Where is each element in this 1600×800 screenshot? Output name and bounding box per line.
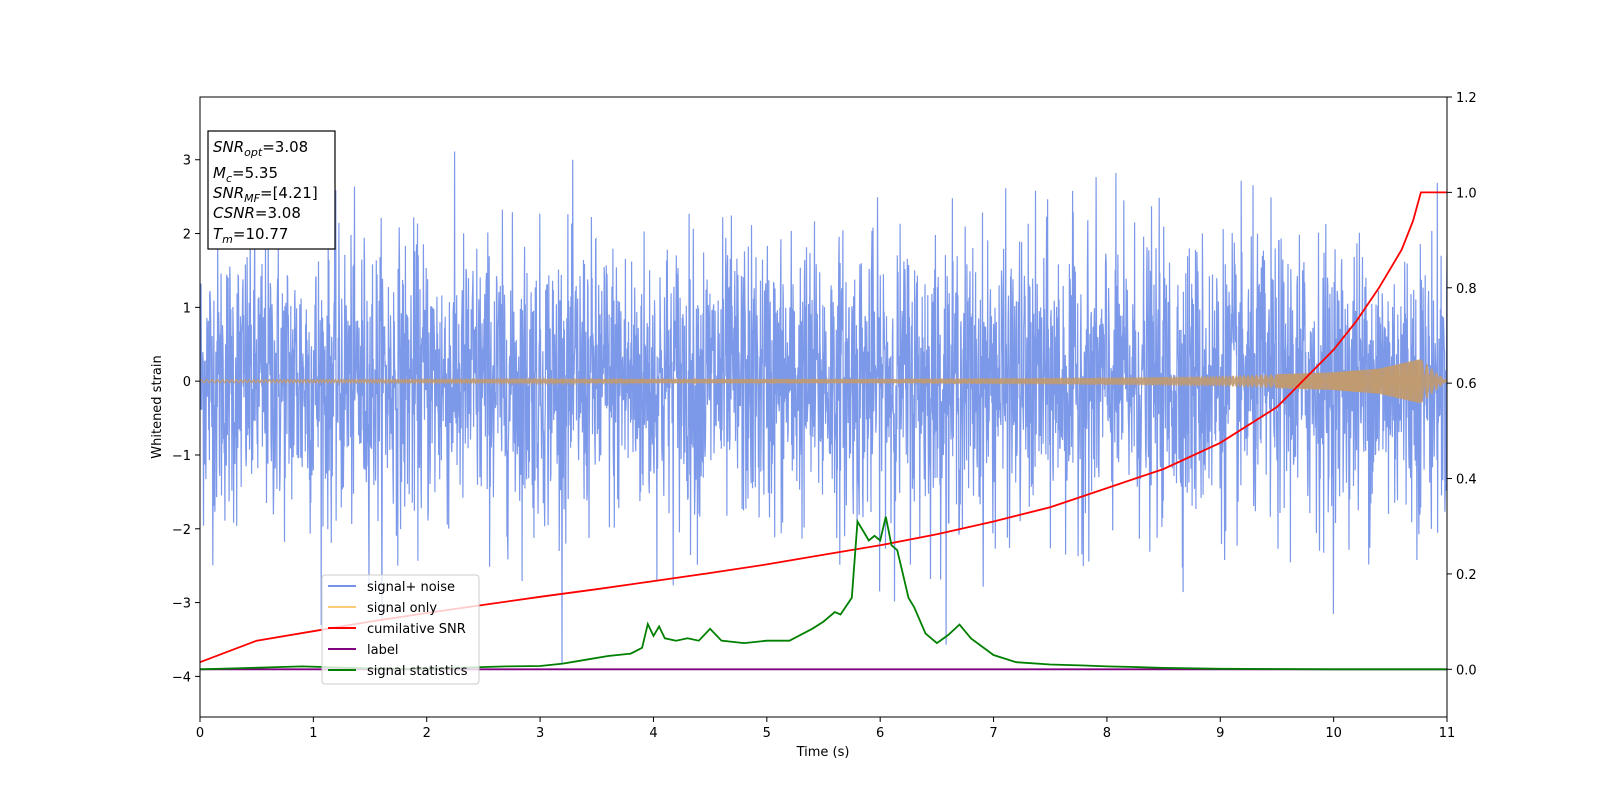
- info-snr-mf: SNRMF=[4.21]: [213, 184, 318, 205]
- legend-label-label: label: [367, 643, 398, 658]
- y-axis-left: −4 −3 −2 −1 0 1 2 3: [172, 154, 200, 685]
- x-tick-label: 3: [536, 726, 544, 741]
- info-tm: Tm=10.77: [213, 225, 288, 246]
- y2-tick-label: 0.6: [1456, 377, 1477, 392]
- plot-frame: [199, 96, 1448, 718]
- x-tick-label: 7: [989, 726, 997, 741]
- x-tick-label: 0: [196, 726, 204, 741]
- y-tick-label: −1: [172, 449, 191, 464]
- y2-tick-label: 0.0: [1456, 663, 1477, 678]
- legend-label-cumulative-snr: cumilative SNR: [367, 622, 466, 637]
- series-signal-only: [200, 360, 1447, 403]
- y-tick-label: −2: [172, 523, 191, 538]
- x-tick-label: 11: [1439, 726, 1456, 741]
- x-tick-label: 6: [876, 726, 884, 741]
- y-tick-label: 0: [183, 375, 191, 390]
- y-tick-label: 3: [183, 154, 191, 169]
- y-axis-right: 0.0 0.2 0.4 0.6 0.8 1.0 1.2: [1447, 91, 1477, 678]
- info-snr-opt: SNRopt=3.08: [213, 138, 308, 159]
- legend-label-signal-statistics: signal statistics: [367, 664, 468, 679]
- x-axis: 0 1 2 3 4 5 6 7 8 9 10 11: [196, 717, 1455, 741]
- y-axis-label: Whitened strain: [150, 355, 165, 458]
- info-box: SNRopt=3.08 Mc=5.35 SNRMF=[4.21] CSNR=3.…: [207, 130, 336, 250]
- series-signal-only-envelope: [1277, 359, 1421, 404]
- y2-tick-label: 0.4: [1456, 473, 1477, 488]
- series-signal-noise: [200, 151, 1447, 664]
- y2-tick-label: 1.2: [1456, 91, 1477, 106]
- x-tick-label: 1: [309, 726, 317, 741]
- x-axis-label: Time (s): [796, 745, 850, 760]
- x-tick-label: 9: [1216, 726, 1224, 741]
- x-tick-label: 2: [423, 726, 431, 741]
- y2-tick-label: 1.0: [1456, 186, 1477, 201]
- info-mc: Mc=5.35: [213, 164, 278, 185]
- y-tick-label: 1: [183, 301, 191, 316]
- x-tick-label: 10: [1325, 726, 1342, 741]
- x-tick-label: 8: [1103, 726, 1111, 741]
- x-tick-label: 4: [649, 726, 657, 741]
- y-tick-label: −4: [172, 670, 191, 685]
- y2-tick-label: 0.2: [1456, 568, 1477, 583]
- legend: signal+ noise signal only cumilative SNR…: [321, 574, 480, 685]
- legend-label-signal-only: signal only: [367, 601, 437, 616]
- y-tick-label: 2: [183, 228, 191, 243]
- legend-label-signal-noise: signal+ noise: [367, 580, 455, 595]
- y2-tick-label: 0.8: [1456, 282, 1477, 297]
- info-csnr: CSNR=3.08: [213, 204, 301, 222]
- series-signal-statistics: [200, 516, 1447, 671]
- y-tick-label: −3: [172, 597, 191, 612]
- x-tick-label: 5: [763, 726, 771, 741]
